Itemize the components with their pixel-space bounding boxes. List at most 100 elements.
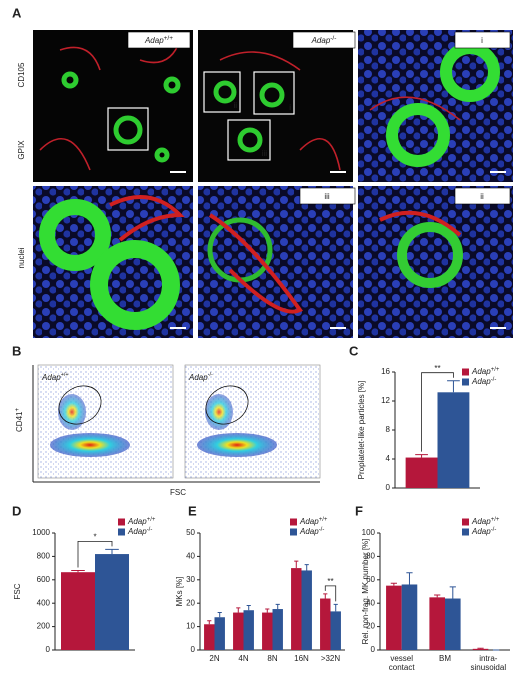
- axis-label: CD41+: [15, 408, 25, 432]
- bar: [272, 609, 283, 650]
- legend-genotype: -/-: [491, 377, 497, 383]
- y-tick-label: 16: [381, 367, 390, 376]
- scale-bar: [170, 171, 506, 329]
- error-bar: [105, 548, 119, 555]
- y-tick-label: 40: [186, 552, 195, 561]
- bar: [61, 572, 95, 650]
- inset-box: [203, 71, 241, 113]
- error-bar: [265, 608, 270, 613]
- label-box: [454, 187, 511, 205]
- vessels: [39, 39, 461, 171]
- population: [58, 394, 86, 430]
- micrograph: [358, 186, 513, 338]
- bar: [429, 597, 445, 650]
- legend-swatch: [118, 528, 125, 536]
- label-box: [292, 31, 356, 49]
- genotype: +/+: [164, 35, 174, 42]
- cell: [237, 127, 263, 153]
- error-bar: [294, 560, 299, 569]
- significance-bracket: [77, 540, 113, 568]
- legend-swatch: [462, 378, 469, 386]
- error-bar: [406, 572, 413, 585]
- y-tick-label: 30: [186, 575, 195, 584]
- inset-box: [253, 71, 295, 115]
- x-tick-label: sinusoidal: [471, 663, 507, 672]
- legend-genotype: +/+: [491, 517, 500, 523]
- legend-label: Adap-/-: [471, 527, 496, 537]
- error-bar: [447, 380, 460, 393]
- legend-genotype: +/+: [147, 517, 156, 523]
- cell: [154, 147, 170, 163]
- legend-label: Adap+/+: [299, 517, 328, 527]
- inset-label: iii: [262, 149, 268, 158]
- legend-genotype: -/-: [319, 527, 325, 533]
- population: [50, 433, 130, 457]
- bar: [262, 612, 273, 650]
- bar: [472, 648, 489, 650]
- legend-label: Adap-/-: [471, 377, 496, 387]
- y-axis-label: Rel. non-frag. MK number [%]: [361, 539, 370, 645]
- y-tick-label: 20: [186, 598, 195, 607]
- x-tick-label: vessel: [390, 654, 413, 663]
- genotype: -/-: [330, 35, 336, 42]
- genotype-label: Adap-/-: [188, 372, 213, 382]
- bar: [301, 570, 312, 650]
- cell: [397, 222, 463, 288]
- legend-name: Adap: [127, 517, 147, 526]
- y-tick-label: 8: [386, 425, 391, 434]
- axis-label: FSC: [170, 488, 186, 497]
- bar: [320, 598, 331, 650]
- x-tick-label: 16N: [294, 654, 309, 663]
- cell: [163, 76, 181, 94]
- legend-swatch: [118, 518, 125, 526]
- flow-axes: [32, 365, 320, 483]
- y-tick-label: 40: [366, 598, 375, 607]
- error-bar: [415, 454, 428, 458]
- legend-name: Adap: [471, 367, 491, 376]
- gene: Adap: [41, 373, 61, 382]
- legend-label: Adap-/-: [299, 527, 324, 537]
- legend-name: Adap: [471, 527, 491, 536]
- error-bar: [275, 603, 280, 610]
- zoom-tag: i: [481, 36, 483, 45]
- bar: [291, 568, 302, 650]
- significance: **: [434, 364, 440, 373]
- micrograph: [198, 186, 353, 338]
- y-tick-label: 0: [386, 483, 391, 492]
- error-bar: [333, 603, 338, 612]
- y-tick-label: 0: [371, 645, 376, 654]
- cell: [259, 82, 285, 108]
- cell: [90, 240, 180, 330]
- inset-box: [107, 107, 149, 151]
- cell: [386, 103, 450, 167]
- legend-label: Adap+/+: [471, 517, 500, 527]
- bar: [437, 392, 470, 488]
- y-tick-label: 4: [386, 454, 391, 463]
- zoom-tag: ii: [480, 192, 484, 201]
- x-tick-label: intra-: [479, 654, 498, 663]
- error-bar: [217, 612, 222, 618]
- inset-box: [227, 119, 271, 161]
- genotype: +/+: [61, 372, 69, 378]
- population: [197, 433, 277, 457]
- panel-letter: E: [188, 503, 197, 518]
- gene: Adap: [311, 36, 331, 45]
- bar: [386, 585, 402, 650]
- y-tick-label: 100: [362, 528, 376, 537]
- y-tick-label: 200: [37, 622, 51, 631]
- scale-bars: [107, 107, 506, 329]
- label-box: [454, 31, 511, 49]
- x-tick-label: 2N: [209, 654, 219, 663]
- x-tick-label: 8N: [267, 654, 277, 663]
- error-bar: [207, 620, 212, 625]
- label-box: [127, 31, 191, 49]
- error-bar: [71, 569, 85, 573]
- legend-genotype: +/+: [491, 367, 500, 373]
- legend-name: Adap: [471, 517, 491, 526]
- legend-name: Adap: [299, 517, 319, 526]
- legend-label: Adap+/+: [127, 517, 156, 527]
- legend-swatch: [462, 368, 469, 376]
- y-tick-label: 1000: [32, 528, 50, 537]
- legend-swatch: [462, 528, 469, 536]
